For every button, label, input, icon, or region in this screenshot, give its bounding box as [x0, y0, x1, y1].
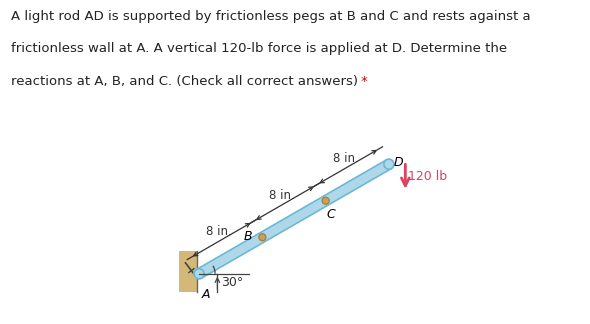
- Circle shape: [384, 159, 394, 169]
- Text: 120 lb: 120 lb: [408, 170, 447, 183]
- Text: B: B: [244, 230, 253, 243]
- Text: C: C: [326, 208, 335, 221]
- Text: 8 in.: 8 in.: [206, 225, 232, 238]
- Circle shape: [194, 269, 204, 279]
- Text: A light rod AD is supported by frictionless pegs at B and C and rests against a: A light rod AD is supported by frictionl…: [11, 10, 530, 23]
- Text: 30°: 30°: [221, 276, 243, 289]
- Text: frictionless wall at A. A vertical 120-lb force is applied at D. Determine the: frictionless wall at A. A vertical 120-l…: [11, 42, 507, 55]
- Circle shape: [259, 234, 266, 241]
- Text: 8 in.: 8 in.: [269, 189, 295, 202]
- Text: *: *: [360, 75, 367, 87]
- Text: reactions at A, B, and C. (Check all correct answers): reactions at A, B, and C. (Check all cor…: [11, 75, 362, 87]
- Polygon shape: [196, 160, 391, 278]
- Text: D: D: [394, 156, 403, 169]
- Text: 8 in.: 8 in.: [333, 152, 358, 165]
- Text: A: A: [202, 288, 211, 301]
- Bar: [179, 251, 197, 292]
- Circle shape: [322, 197, 329, 204]
